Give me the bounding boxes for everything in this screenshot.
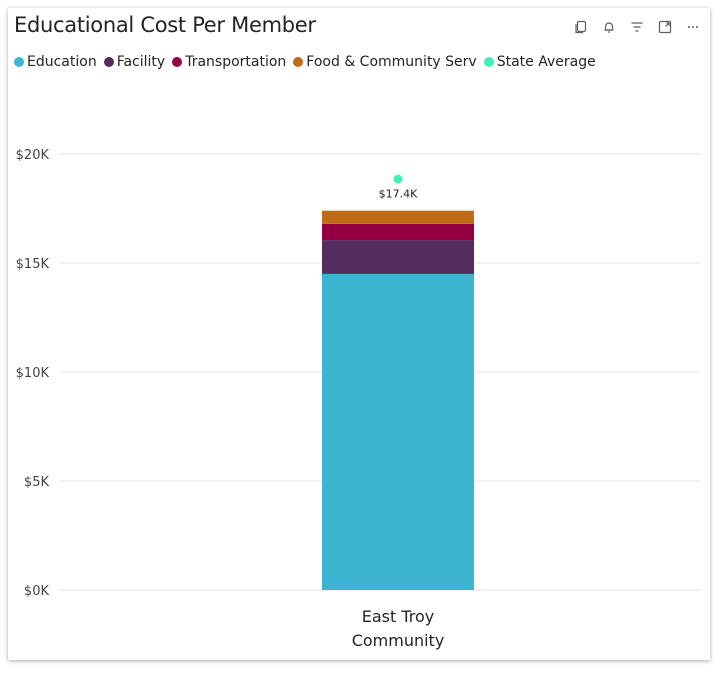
more-icon[interactable] (684, 18, 702, 36)
state-average-marker[interactable] (393, 174, 403, 184)
legend-item-state-average[interactable]: State Average (483, 54, 596, 70)
legend-item-facility[interactable]: Facility (103, 54, 166, 70)
y-tick-label: $5K (24, 475, 50, 490)
y-tick-label: $20K (16, 148, 50, 163)
chart-legend: Education Facility Transportation Food &… (14, 54, 596, 70)
x-tick-label: Community (352, 631, 445, 650)
y-tick-label: $0K (24, 584, 50, 599)
legend-item-food-community[interactable]: Food & Community Serv (293, 54, 477, 70)
stacked-bar-chart: $0K $5K $10K $15K $20K $17.4K East Troy Communi… (16, 148, 700, 650)
chart-title: Educational Cost Per Member (14, 13, 316, 37)
legend-label: Facility (116, 54, 166, 70)
y-tick-label: $15K (16, 257, 50, 272)
legend-label: Food & Community Serv (306, 54, 477, 70)
legend-swatch (172, 57, 183, 67)
legend-item-transportation[interactable]: Transportation (172, 54, 286, 70)
visual-toolbar (572, 18, 702, 36)
legend-label: State Average (496, 54, 596, 70)
legend-swatch (103, 57, 114, 67)
bar-segment-transportation[interactable] (322, 223, 474, 241)
bar-segment-facility[interactable] (322, 240, 474, 274)
total-data-label: $17.4K (379, 188, 418, 201)
x-tick-label: East Troy (362, 607, 435, 626)
legend-label: Education (27, 54, 97, 70)
bar-segment-education[interactable] (322, 273, 474, 590)
legend-swatch (14, 57, 24, 67)
legend-item-education[interactable]: Education (14, 54, 97, 70)
legend-swatch (293, 57, 304, 67)
filter-icon[interactable] (628, 18, 646, 36)
bell-icon[interactable] (600, 18, 618, 36)
y-tick-label: $10K (16, 366, 50, 381)
bar-segment-food-community-serv[interactable] (322, 210, 474, 224)
expand-icon[interactable] (656, 18, 674, 36)
legend-label: Transportation (185, 54, 287, 70)
chart-card: Educational Cost Per Member Education Fa… (8, 8, 710, 660)
copy-icon[interactable] (572, 18, 590, 36)
legend-swatch (483, 57, 494, 67)
